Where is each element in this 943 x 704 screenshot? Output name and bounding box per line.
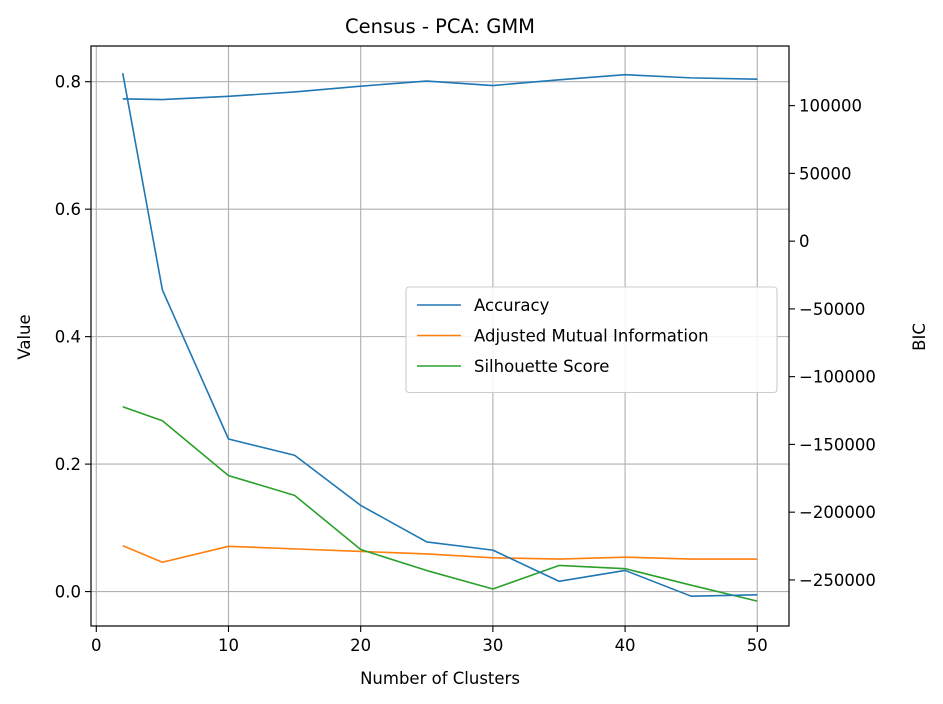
y2-tick-label: 100000 xyxy=(799,97,862,116)
x-tick-label: 50 xyxy=(747,636,768,655)
y-tick-label: 0.0 xyxy=(55,583,81,602)
legend: Accuracy Adjusted Mutual Information Silho… xyxy=(406,287,777,393)
y-axis-title: Value xyxy=(15,314,34,359)
x-tick-label: 20 xyxy=(350,636,371,655)
x-tick-label: 30 xyxy=(482,636,503,655)
y2-tick-label: 50000 xyxy=(799,164,852,183)
y-tick-label: 0.8 xyxy=(55,73,81,92)
x-tick-label: 10 xyxy=(218,636,239,655)
legend-label: Accuracy xyxy=(474,296,550,315)
y-tick-label: 0.2 xyxy=(55,455,81,474)
y2-tick-label: −200000 xyxy=(799,503,876,522)
y-tick-label: 0.4 xyxy=(55,328,81,347)
chart-title: Census - PCA: GMM xyxy=(345,15,535,38)
legend-label: Silhouette Score xyxy=(474,357,609,376)
y2-axis-title: BIC xyxy=(910,323,929,351)
y2-tick-label: −250000 xyxy=(799,571,876,590)
y2-tick-label: −150000 xyxy=(799,435,876,454)
x-axis-title: Number of Clusters xyxy=(360,669,520,688)
legend-label: Adjusted Mutual Information xyxy=(474,327,709,346)
y-tick-label: 0.6 xyxy=(55,200,81,219)
y2-tick-label: 0 xyxy=(799,232,810,251)
x-tick-label: 0 xyxy=(91,636,102,655)
y2-tick-label: −50000 xyxy=(799,300,865,319)
x-tick-label: 40 xyxy=(615,636,636,655)
y2-tick-label: −100000 xyxy=(799,368,876,387)
